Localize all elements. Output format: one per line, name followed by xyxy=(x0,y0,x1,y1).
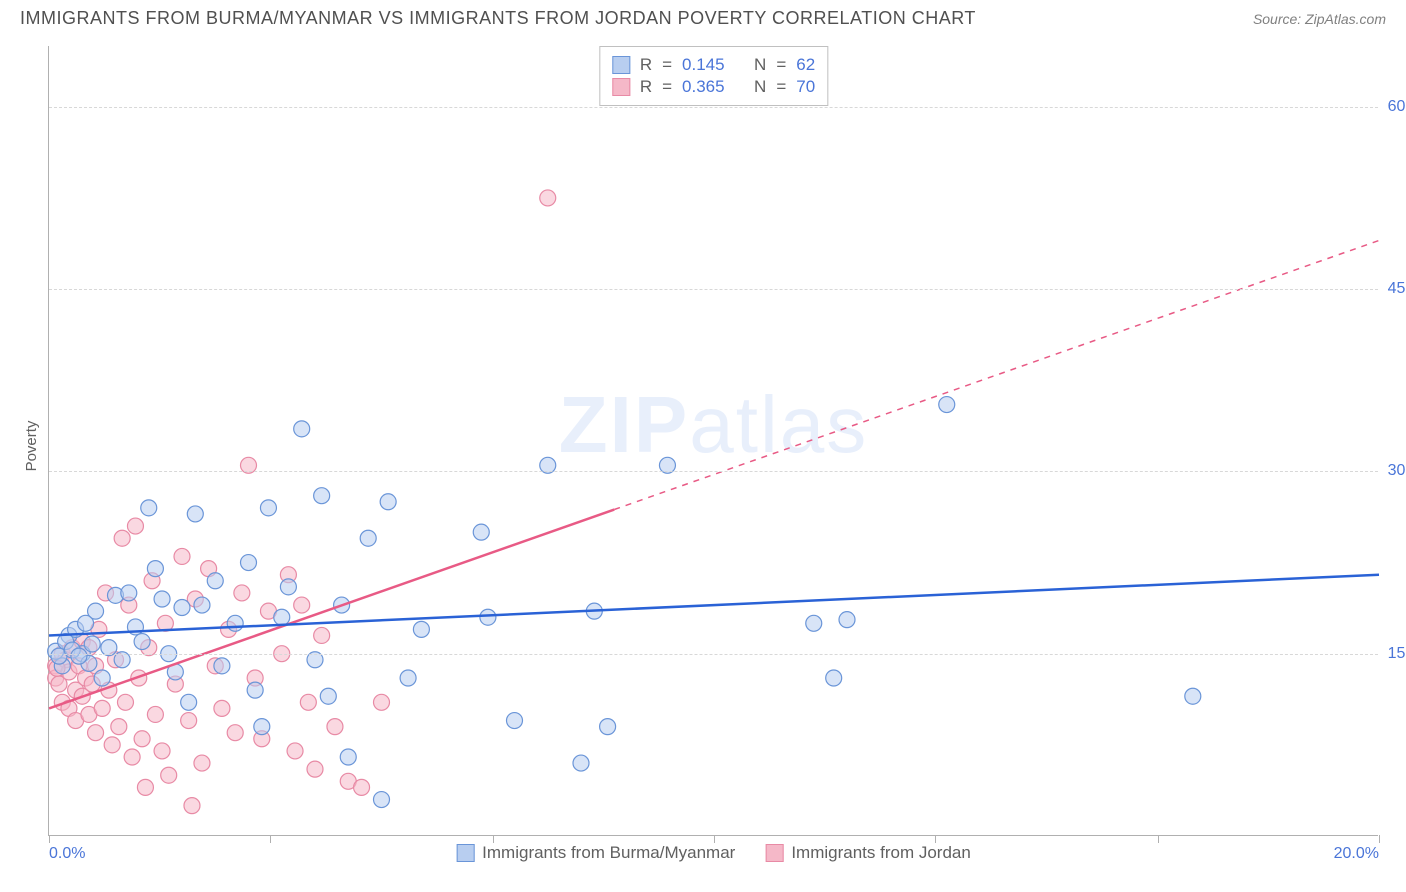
series-legend: Immigrants from Burma/Myanmar Immigrants… xyxy=(456,843,971,863)
y-axis-label: Poverty xyxy=(23,421,40,472)
legend-label-jordan: Immigrants from Jordan xyxy=(791,843,971,863)
swatch-jordan-icon xyxy=(765,844,783,862)
correlation-legend: R= 0.145 N= 62 R= 0.365 N= 70 xyxy=(599,46,828,106)
chart-plot-area: ZIPatlas R= 0.145 N= 62 R= 0.365 N= 70 I… xyxy=(48,46,1378,836)
legend-item-burma: Immigrants from Burma/Myanmar xyxy=(456,843,735,863)
y-tick-label: 45.0% xyxy=(1388,280,1406,298)
legend-row-burma: R= 0.145 N= 62 xyxy=(612,55,815,75)
n-value-jordan: 70 xyxy=(796,77,815,97)
y-tick-label: 30.0% xyxy=(1388,462,1406,480)
swatch-jordan-icon xyxy=(612,78,630,96)
n-value-burma: 62 xyxy=(796,55,815,75)
chart-title: IMMIGRANTS FROM BURMA/MYANMAR VS IMMIGRA… xyxy=(20,8,976,29)
x-tick-label: 0.0% xyxy=(49,845,85,863)
scatter-plot-svg xyxy=(49,46,1378,835)
source-attribution: Source: ZipAtlas.com xyxy=(1253,11,1386,27)
legend-item-jordan: Immigrants from Jordan xyxy=(765,843,971,863)
swatch-burma-icon xyxy=(612,56,630,74)
y-tick-label: 15.0% xyxy=(1388,645,1406,663)
r-value-burma: 0.145 xyxy=(682,55,725,75)
x-tick-label: 20.0% xyxy=(1334,845,1379,863)
legend-row-jordan: R= 0.365 N= 70 xyxy=(612,77,815,97)
legend-label-burma: Immigrants from Burma/Myanmar xyxy=(482,843,735,863)
swatch-burma-icon xyxy=(456,844,474,862)
r-value-jordan: 0.365 xyxy=(682,77,725,97)
y-tick-label: 60.0% xyxy=(1388,98,1406,116)
